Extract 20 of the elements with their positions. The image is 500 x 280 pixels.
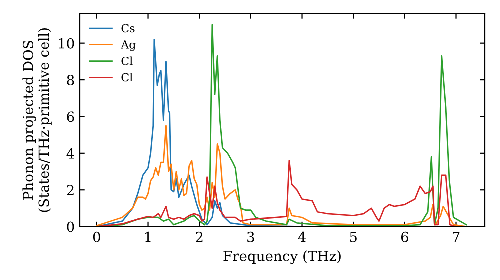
y-tick-label: 8 (67, 75, 74, 86)
x-axis-title: Frequency (THz) (224, 250, 341, 264)
y-tick-label: 6 (67, 112, 74, 122)
y-tick-label: 2 (67, 185, 74, 196)
legend-label: Cl (122, 56, 133, 66)
legend-label: Cs (122, 24, 135, 33)
y-tick-label: 10 (59, 38, 74, 49)
x-tick-label: 3 (248, 232, 254, 242)
y-tick-label: 4 (66, 148, 74, 159)
legend-label: Ag (121, 40, 136, 52)
x-tick-label: 6 (401, 232, 408, 242)
y-tick-label: 0 (67, 222, 74, 232)
x-tick-label: 0 (93, 232, 100, 242)
x-tick-label: 7 (453, 232, 460, 242)
y-axis-title: Phonon projected DOS (States/THz·primitive cell) (22, 28, 52, 212)
x-tick-label: 4 (298, 232, 306, 242)
x-tick-label: 2 (196, 232, 203, 242)
x-tick-label: 1 (146, 232, 151, 242)
x-tick-label: 5 (350, 232, 357, 242)
legend-label: Cl (122, 73, 133, 82)
